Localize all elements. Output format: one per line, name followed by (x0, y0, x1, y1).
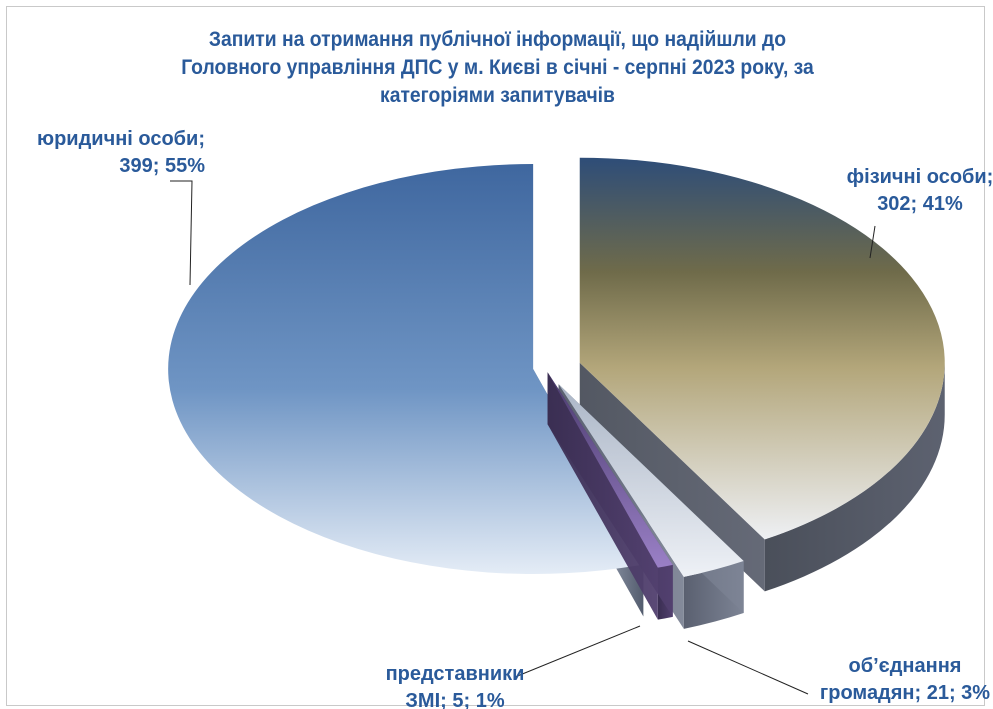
chart-frame (6, 6, 985, 706)
leader-line (170, 180, 193, 286)
label-line: об’єднання (849, 655, 962, 677)
label-line: фізичні особи; (847, 166, 993, 188)
label-line: 302; 41% (877, 193, 963, 215)
slice-media-representatives (547, 372, 673, 620)
label-citizen-associations: об’єднання громадян; 21; 3% (820, 655, 990, 704)
leader-line (514, 625, 641, 678)
slice-individuals (579, 157, 945, 592)
leader-line (869, 225, 876, 259)
label-line: ЗМІ; 5; 1% (405, 690, 504, 709)
label-legal-entities: юридичні особи; 399; 55% (37, 128, 205, 177)
label-line: представники (386, 663, 525, 685)
label-line: юридичні особи; (37, 128, 205, 150)
label-media-representatives: представники ЗМІ; 5; 1% (386, 663, 525, 709)
label-line: громадян; 21; 3% (820, 682, 990, 704)
slice-legal-entities (168, 164, 644, 617)
chart-title: Запити на отримання публічної інформації… (181, 28, 814, 107)
leader-line (687, 640, 809, 695)
label-individuals: фізичні особи; 302; 41% (847, 166, 993, 215)
label-line: 399; 55% (119, 155, 205, 177)
